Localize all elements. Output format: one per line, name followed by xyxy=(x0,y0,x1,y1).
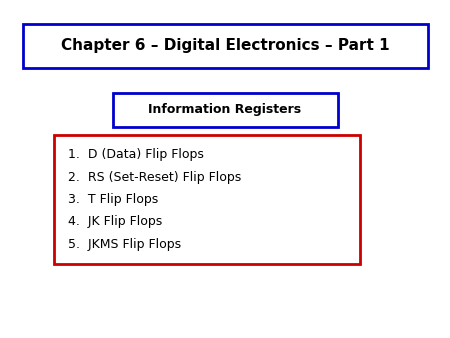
Text: 2.  RS (Set-Reset) Flip Flops: 2. RS (Set-Reset) Flip Flops xyxy=(68,171,241,184)
Text: 4.  JK Flip Flops: 4. JK Flip Flops xyxy=(68,215,162,228)
Text: Chapter 6 – Digital Electronics – Part 1: Chapter 6 – Digital Electronics – Part 1 xyxy=(61,38,389,53)
Text: 5.  JKMS Flip Flops: 5. JKMS Flip Flops xyxy=(68,238,180,250)
FancyBboxPatch shape xyxy=(22,24,427,68)
Text: 3.  T Flip Flops: 3. T Flip Flops xyxy=(68,193,158,206)
FancyBboxPatch shape xyxy=(54,135,360,264)
Text: 1.  D (Data) Flip Flops: 1. D (Data) Flip Flops xyxy=(68,148,203,161)
Text: Information Registers: Information Registers xyxy=(148,103,302,116)
FancyBboxPatch shape xyxy=(112,93,338,127)
